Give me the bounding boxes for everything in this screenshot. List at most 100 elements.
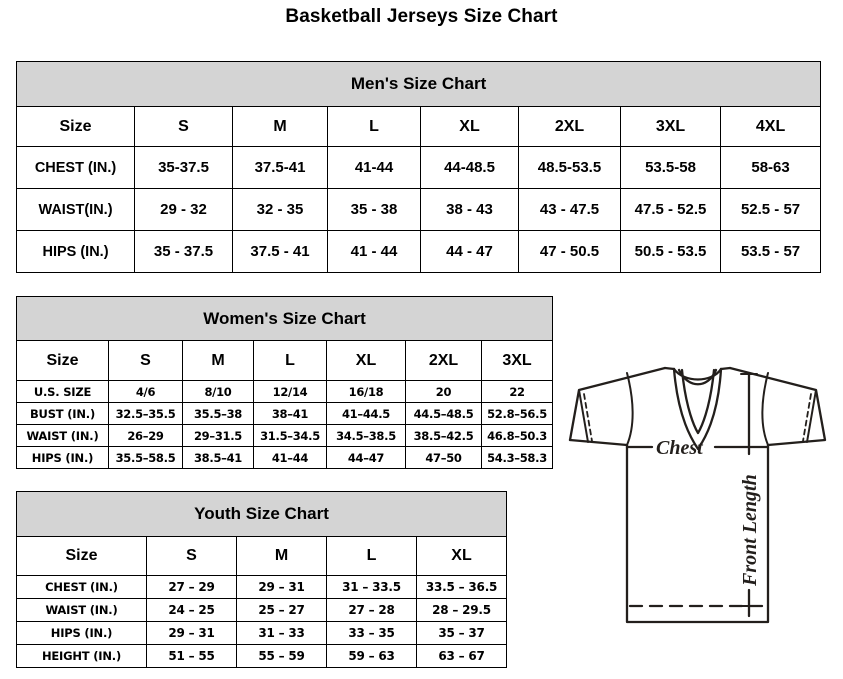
youth-cell: 25 – 27 (236, 598, 327, 622)
youth-row-label: WAIST (IN.) (16, 598, 147, 622)
table-row: HIPS (IN.) 35 - 37.5 37.5 - 41 41 - 44 4… (16, 230, 822, 273)
youth-cell: 31 – 33.5 (326, 575, 417, 599)
womens-row-label: U.S. SIZE (16, 380, 109, 403)
youth-header-l: L (326, 536, 417, 576)
youth-cell: 33.5 – 36.5 (415, 575, 508, 599)
mens-header-xl: XL (420, 106, 519, 147)
womens-row-label: BUST (IN.) (16, 402, 109, 425)
mens-header-size: Size (16, 106, 135, 147)
womens-cell: 29–31.5 (182, 424, 254, 447)
youth-cell: 31 – 33 (236, 621, 327, 645)
womens-cell: 16/18 (326, 380, 406, 403)
womens-row-label: WAIST (IN.) (16, 424, 109, 447)
youth-header-xl: XL (415, 536, 508, 576)
womens-cell: 32.5–35.5 (108, 402, 183, 425)
mens-cell: 41 - 44 (327, 230, 421, 273)
youth-cell: 27 – 29 (146, 575, 237, 599)
mens-cell: 50.5 - 53.5 (620, 230, 721, 273)
mens-cell: 32 - 35 (232, 188, 328, 231)
womens-row-label: HIPS (IN.) (16, 446, 109, 469)
collar-band-second (677, 368, 718, 386)
youth-cell: 27 – 28 (326, 598, 417, 622)
mens-size-table: Men's Size Chart Size S M L XL 2XL 3XL 4… (15, 61, 822, 273)
womens-header-xl: XL (326, 340, 406, 381)
mens-header-2xl: 2XL (518, 106, 621, 147)
table-row: U.S. SIZE 4/6 8/10 12/14 16/18 20 22 (16, 380, 554, 403)
youth-header-row: Size S M L XL (16, 536, 508, 576)
page-title: Basketball Jerseys Size Chart (285, 6, 558, 27)
left-shoulder-seam (663, 366, 676, 371)
womens-header-l: L (253, 340, 327, 381)
womens-header-size: Size (16, 340, 109, 381)
womens-cell: 31.5–34.5 (253, 424, 327, 447)
youth-cell: 24 – 25 (146, 598, 237, 622)
youth-row-label: HIPS (IN.) (16, 621, 147, 645)
mens-cell: 47 - 50.5 (518, 230, 621, 273)
right-shoulder-seam (719, 366, 732, 371)
vneck-inner (680, 368, 716, 435)
table-row: BUST (IN.) 32.5–35.5 35.5–38 38–41 41–44… (16, 402, 554, 425)
womens-cell: 34.5–38.5 (326, 424, 406, 447)
table-row: WAIST (IN.) 24 – 25 25 – 27 27 – 28 28 –… (16, 598, 508, 622)
youth-row-label: HEIGHT (IN.) (16, 644, 147, 668)
mens-cell: 48.5-53.5 (518, 146, 621, 189)
womens-cell: 4/6 (108, 380, 183, 403)
mens-cell: 35 - 38 (327, 188, 421, 231)
mens-banner-row: Men's Size Chart (15, 61, 822, 107)
mens-cell: 47.5 - 52.5 (620, 188, 721, 231)
youth-cell: 29 – 31 (236, 575, 327, 599)
womens-cell: 38.5–42.5 (405, 424, 482, 447)
mens-header-4xl: 4XL (719, 106, 822, 147)
womens-cell: 52.8–56.5 (480, 402, 554, 425)
youth-size-table: Youth Size Chart Size S M L XL CHEST (IN… (15, 491, 508, 668)
youth-header-m: M (236, 536, 327, 576)
mens-cell: 52.5 - 57 (719, 188, 822, 231)
womens-header-row: Size S M L XL 2XL 3XL (16, 340, 554, 381)
mens-header-row: Size S M L XL 2XL 3XL 4XL (16, 106, 822, 147)
mens-header-l: L (327, 106, 421, 147)
womens-cell: 26–29 (108, 424, 183, 447)
mens-row-label: WAIST(IN.) (16, 188, 135, 231)
womens-cell: 38.5–41 (182, 446, 254, 469)
table-row: CHEST (IN.) 35-37.5 37.5-41 41-44 44-48.… (16, 146, 822, 189)
womens-cell: 35.5–38 (182, 402, 254, 425)
womens-cell: 22 (480, 380, 554, 403)
womens-header-m: M (182, 340, 254, 381)
mens-cell: 29 - 32 (134, 188, 233, 231)
youth-cell: 28 – 29.5 (415, 598, 508, 622)
womens-cell: 35.5–58.5 (108, 446, 183, 469)
mens-header-s: S (134, 106, 233, 147)
youth-row-label: CHEST (IN.) (16, 575, 147, 599)
right-sleeve-outline (728, 366, 827, 447)
body-outline (625, 443, 770, 624)
mens-cell: 35 - 37.5 (134, 230, 233, 273)
table-row: CHEST (IN.) 27 – 29 29 – 31 31 – 33.5 33… (16, 575, 508, 599)
right-cuff-stitch (802, 393, 812, 442)
womens-cell: 38–41 (253, 402, 327, 425)
right-cuff-edge (806, 389, 817, 443)
womens-cell: 44.5–48.5 (405, 402, 482, 425)
womens-banner: Women's Size Chart (15, 296, 554, 341)
womens-cell: 41–44.5 (326, 402, 406, 425)
mens-cell: 53.5-58 (620, 146, 721, 189)
mens-cell: 41-44 (327, 146, 421, 189)
youth-cell: 29 – 31 (146, 621, 237, 645)
mens-row-label: HIPS (IN.) (16, 230, 135, 273)
womens-cell: 47–50 (405, 446, 482, 469)
mens-cell: 53.5 - 57 (719, 230, 822, 273)
jersey-measurement-diagram: Chest Front Length (552, 358, 843, 679)
womens-header-3xl: 3XL (480, 340, 554, 381)
mens-cell: 35-37.5 (134, 146, 233, 189)
youth-header-size: Size (16, 536, 147, 576)
table-row: HIPS (IN.) 29 – 31 31 – 33 33 – 35 35 – … (16, 621, 508, 645)
left-sleeve-outline (568, 366, 667, 447)
youth-cell: 51 – 55 (146, 644, 237, 668)
womens-header-s: S (108, 340, 183, 381)
womens-cell: 54.3–58.3 (480, 446, 554, 469)
womens-cell: 8/10 (182, 380, 254, 403)
mens-banner: Men's Size Chart (15, 61, 822, 107)
front-length-label: Front Length (739, 474, 761, 587)
mens-cell: 43 - 47.5 (518, 188, 621, 231)
table-row: HEIGHT (IN.) 51 – 55 55 – 59 59 – 63 63 … (16, 644, 508, 668)
